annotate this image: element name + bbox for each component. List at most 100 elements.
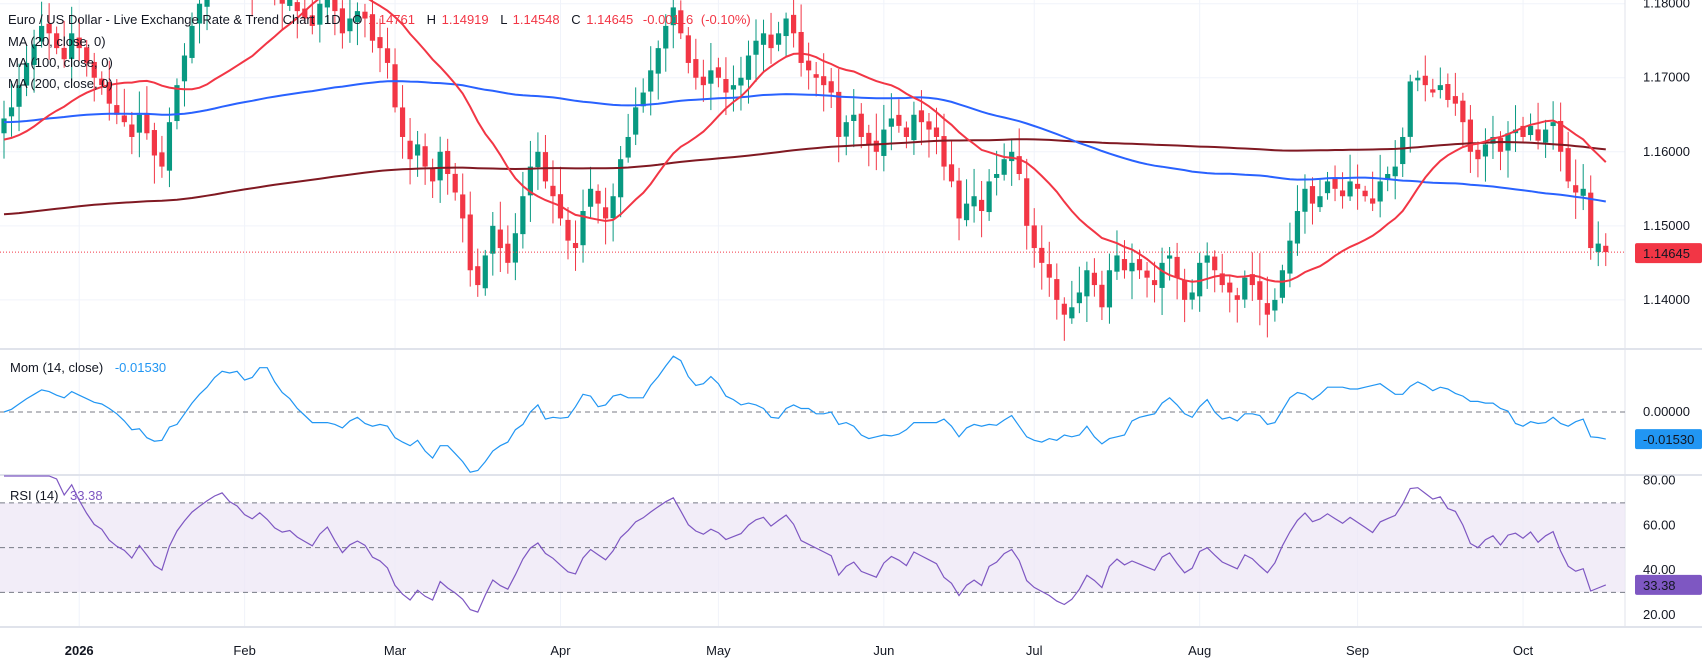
candle-body <box>392 64 398 108</box>
candle-body <box>106 82 112 104</box>
candle-body <box>91 61 97 78</box>
candle-body <box>1309 186 1316 204</box>
candle-body <box>873 140 879 152</box>
candle-body <box>625 136 631 158</box>
candle-body <box>851 114 857 121</box>
rsi-tick-label: 40.00 <box>1643 562 1676 577</box>
time-tick-label: Apr <box>550 643 571 658</box>
rsi-value-tag: 33.38 <box>1643 578 1676 593</box>
candle-body <box>1167 255 1173 259</box>
time-tick-label: Sep <box>1346 643 1369 658</box>
time-tick-label: Mar <box>384 643 407 658</box>
candle-body <box>482 255 488 289</box>
candle-body <box>610 196 616 219</box>
candle-body <box>1445 84 1451 100</box>
candle-body <box>813 74 819 78</box>
candle-body <box>1234 295 1240 300</box>
candle-body <box>1332 177 1338 189</box>
candle-body <box>896 114 902 126</box>
candle-body <box>1061 303 1067 315</box>
candle-body <box>369 14 376 41</box>
candle-body <box>858 113 864 137</box>
candle-body <box>1520 125 1526 137</box>
candle-body <box>956 180 962 219</box>
candle-body <box>565 219 571 241</box>
candle-body <box>1370 198 1376 204</box>
candle-body <box>69 33 75 60</box>
candle-body <box>46 23 52 34</box>
candle-body <box>1497 137 1504 152</box>
candle-body <box>1046 264 1052 278</box>
candle-body <box>806 60 812 71</box>
candle-body <box>309 15 315 26</box>
ohlc-open-label: O <box>352 12 362 27</box>
candle-body <box>422 146 428 167</box>
time-tick-label: Jun <box>873 643 894 658</box>
candle-body <box>685 35 691 63</box>
candle-body <box>745 55 752 80</box>
chart-title: Euro / US Dollar - Live Exchange Rate & … <box>8 12 751 27</box>
candle-body <box>196 3 203 24</box>
rsi-value-tag-box <box>1635 574 1702 595</box>
candle-body <box>979 199 985 212</box>
candle-body <box>1422 75 1428 86</box>
candle-body <box>1588 192 1594 249</box>
candle-body <box>618 159 624 198</box>
legend-rsi: RSI (14) 33.38 <box>10 488 103 503</box>
candle-body <box>159 152 165 167</box>
candle-body <box>708 70 714 84</box>
candle-body <box>670 7 676 26</box>
candle-body <box>445 150 451 174</box>
candle-body <box>1415 77 1421 81</box>
candle-body <box>84 47 90 63</box>
candle-body <box>136 114 142 133</box>
candle-body <box>1475 149 1481 160</box>
candle-body <box>1558 120 1564 152</box>
ohlc-low-label: L <box>500 12 507 27</box>
candle-body <box>39 25 45 42</box>
candle-body <box>1136 259 1143 271</box>
candle-body <box>61 47 67 60</box>
price-tick-label: 1.15000 <box>1643 218 1690 233</box>
candle-body <box>1385 174 1391 180</box>
ohlc-low-value: 1.14548 <box>513 12 560 27</box>
indicator-lines-layer <box>0 0 1625 613</box>
candle-body <box>1009 151 1015 162</box>
candle-body <box>1400 136 1406 165</box>
candle-body <box>1099 284 1105 308</box>
candle-body <box>1482 144 1489 157</box>
candle-body <box>287 0 293 6</box>
legend-ma20: MA (20, close, 0) <box>8 34 106 49</box>
candle-body <box>1151 280 1158 286</box>
candle-body <box>1302 188 1308 212</box>
ohlc-change-value: -0.00116 <box>643 12 693 27</box>
candle-body <box>843 122 849 137</box>
candle-body <box>1204 255 1210 263</box>
ma20-line <box>3 0 1607 283</box>
candle-body <box>730 85 737 90</box>
candle-body <box>783 18 789 37</box>
legend-ma200: MA (200, close, 0) <box>8 76 113 91</box>
candle-body <box>460 194 466 219</box>
candle-body <box>948 164 955 182</box>
candle-body <box>302 8 308 19</box>
axis-layer: 1.14000 1.15000 1.16000 1.17000 1.18000 1.146… <box>65 0 1702 658</box>
candle-body <box>1039 247 1045 263</box>
time-tick-label: 2026 <box>65 643 94 658</box>
candle-body <box>1527 125 1534 136</box>
candle-body <box>475 266 481 286</box>
candle-body <box>1 118 7 134</box>
ohlc-close-value: 1.14645 <box>586 12 633 27</box>
candle-body <box>693 59 699 78</box>
candle-body <box>1024 178 1030 226</box>
candle-body <box>836 91 842 137</box>
candle-body <box>294 2 300 12</box>
momentum-value-tag-box <box>1635 429 1702 450</box>
ohlc-change-pct: (-0.10%) <box>701 12 751 27</box>
momentum-current: -0.01530 <box>115 360 166 375</box>
candle-body <box>1219 273 1225 286</box>
time-tick-label: Oct <box>1513 643 1534 658</box>
candle-body <box>1603 245 1609 253</box>
